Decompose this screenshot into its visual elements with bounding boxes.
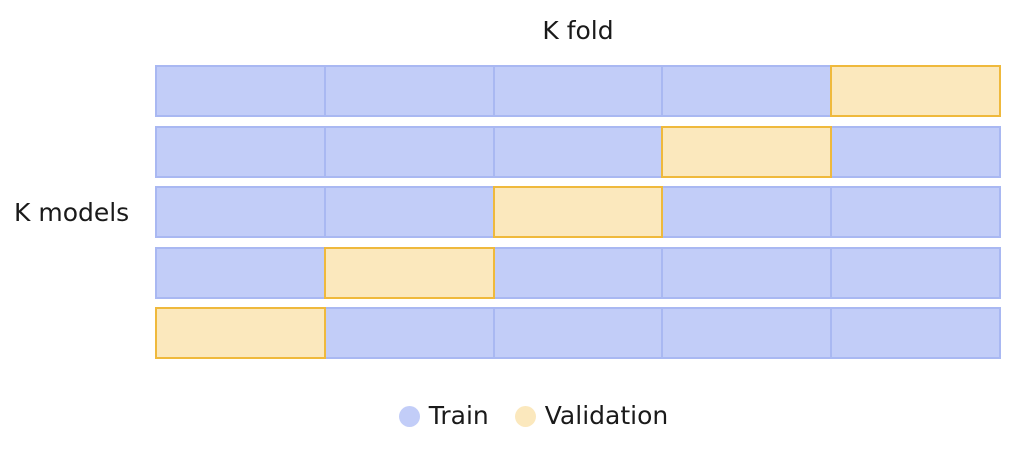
train-fold-cell — [492, 307, 664, 359]
validation-fold-cell — [492, 186, 664, 238]
train-fold-cell — [830, 125, 1001, 178]
validation-fold-cell — [661, 125, 833, 178]
train-fold-cell — [323, 186, 495, 238]
row-axis-label: K models — [14, 198, 130, 227]
fold-grid — [155, 65, 1001, 368]
train-fold-cell — [323, 125, 495, 178]
train-fold-cell — [830, 246, 1001, 299]
model-row-1 — [155, 65, 1001, 117]
train-fold-cell — [323, 65, 495, 117]
train-fold-cell — [492, 65, 664, 117]
validation-fold-cell — [155, 307, 326, 359]
validation-fold-cell — [323, 246, 495, 299]
train-fold-cell — [155, 246, 326, 299]
legend-item-validation: Validation — [514, 400, 669, 432]
train-fold-cell — [661, 307, 833, 359]
train-fold-cell — [155, 65, 326, 117]
model-row-5 — [155, 307, 1001, 359]
train-fold-cell — [323, 307, 495, 359]
model-row-3 — [155, 186, 1001, 238]
train-fold-cell — [155, 186, 326, 238]
diagram-title: K fold — [542, 16, 614, 45]
legend-label-validation: Validation — [544, 401, 669, 430]
train-fold-cell — [661, 186, 833, 238]
legend: Train Validation — [0, 400, 1035, 432]
train-fold-cell — [830, 186, 1001, 238]
model-row-2 — [155, 125, 1001, 178]
legend-item-train: Train — [398, 400, 489, 432]
train-fold-cell — [661, 246, 833, 299]
train-fold-cell — [661, 65, 833, 117]
train-fold-cell — [155, 125, 326, 178]
validation-fold-cell — [830, 65, 1001, 117]
train-fold-cell — [830, 307, 1001, 359]
train-swatch-icon — [398, 405, 420, 427]
train-fold-cell — [492, 246, 664, 299]
legend-label-train: Train — [428, 401, 489, 430]
train-fold-cell — [492, 125, 664, 178]
validation-swatch-icon — [514, 405, 536, 427]
model-row-4 — [155, 246, 1001, 299]
